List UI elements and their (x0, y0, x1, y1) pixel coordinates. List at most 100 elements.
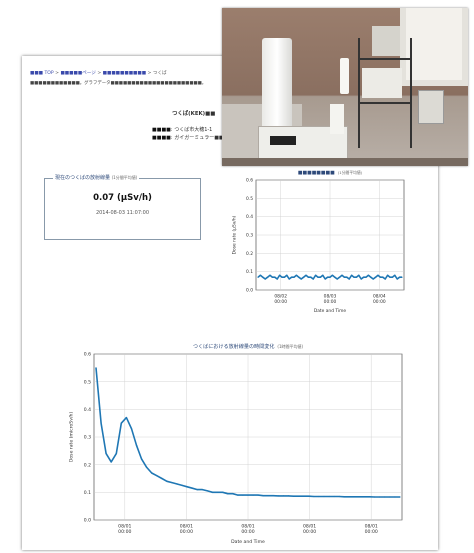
data-point (394, 274, 396, 276)
data-point (370, 276, 372, 278)
y-tick-label: 0.1 (84, 490, 91, 496)
y-tick-label: 0.6 (84, 352, 91, 358)
data-point (399, 496, 401, 498)
data-point (315, 274, 317, 276)
x-tick-label: 08/01 (241, 524, 254, 530)
chart-title: ■■■■■■■■ (1分間平均値) (298, 170, 363, 176)
data-point (336, 278, 338, 280)
device-info-label: ■■■■ (152, 135, 171, 141)
x-tick-label: 00:00 (365, 529, 378, 535)
y-tick-label: 0.5 (84, 379, 91, 385)
y-tick-label: 0.4 (246, 214, 253, 220)
data-point (171, 482, 173, 484)
y-tick-label: 0.0 (84, 518, 91, 524)
data-point (313, 495, 315, 498)
data-point (196, 489, 198, 491)
data-point (105, 453, 107, 455)
data-point (242, 494, 244, 496)
data-point (312, 278, 314, 280)
data-point (358, 496, 361, 498)
data-point (384, 496, 386, 498)
data-point (274, 276, 276, 278)
data-point (333, 495, 335, 498)
data-point (276, 278, 278, 280)
data-point (323, 495, 325, 498)
x-tick-label: 08/04 (373, 293, 386, 299)
data-point (281, 276, 283, 278)
data-point (291, 276, 293, 278)
y-tick-label: 0.2 (246, 251, 253, 257)
data-point (222, 491, 224, 493)
data-point (401, 276, 403, 278)
data-point (298, 495, 300, 497)
data-point (318, 495, 320, 498)
data-point (277, 495, 279, 497)
panel-title-text: 現在のつくばの放射線量 (55, 175, 111, 181)
data-point (322, 274, 324, 276)
data-point (176, 483, 178, 485)
data-point (293, 495, 295, 497)
data-point (360, 278, 362, 280)
data-point (348, 278, 350, 280)
data-point (166, 480, 168, 482)
data-point (286, 274, 288, 276)
station-title: つくば(KEK)■■ (172, 111, 216, 117)
device-info-row: ■■■■: ガイガーミュラー■■■■■■ (152, 135, 243, 141)
data-point (288, 278, 290, 280)
data-point (341, 274, 343, 276)
data-point (201, 489, 203, 491)
chart-title-note: (1時間平均値) (277, 343, 303, 349)
data-point (146, 466, 148, 468)
data-point (355, 276, 357, 278)
data-point (387, 274, 389, 276)
data-point (384, 278, 386, 280)
data-point (353, 276, 355, 278)
data-point (259, 274, 261, 276)
current-dose-timestamp: 2014-08-03 11:07:00 (95, 210, 150, 216)
data-point (272, 495, 274, 497)
data-point (327, 276, 329, 278)
data-point (365, 276, 367, 278)
data-point (298, 276, 300, 278)
data-point (262, 276, 264, 278)
data-point (135, 444, 138, 446)
y-tick-label: 0.5 (246, 196, 253, 202)
data-point (351, 274, 353, 276)
data-point (283, 276, 285, 278)
data-point (343, 496, 345, 498)
data-point (237, 494, 239, 496)
data-point (267, 495, 269, 497)
breadcrumb-link-top[interactable]: ■■■ TOP (30, 71, 54, 76)
x-tick-label: 08/01 (180, 524, 193, 530)
x-tick-label: 00:00 (303, 529, 316, 535)
breadcrumb-link-3[interactable]: ■■■■■■■■■■ (102, 71, 147, 76)
data-point (389, 276, 391, 278)
recent-dose-chart: ■■■■■■■■ (1分間平均値) 0.0 0.1 0.2 0.3 0.4 0.5 0.6 08/… (231, 170, 405, 314)
data-point (206, 490, 209, 492)
data-point (303, 495, 305, 497)
device-info-row: ■■■■: つくば市大穂1-1 (152, 127, 213, 133)
data-point (303, 276, 305, 278)
data-point (394, 496, 396, 498)
x-tick-label: 08/01 (118, 524, 131, 530)
data-point (247, 494, 249, 496)
y-axis-label: Dose rate (μSv/h) (231, 215, 237, 254)
x-tick-label: 00:00 (180, 529, 193, 535)
data-point (310, 276, 312, 278)
breadcrumb-link-2[interactable]: ■■■■■ページ (60, 71, 96, 76)
data-point (120, 422, 122, 424)
data-point (317, 276, 319, 278)
data-point (130, 428, 133, 430)
data-point (267, 276, 269, 278)
data-point (353, 496, 355, 498)
x-tick-label: 08/02 (274, 293, 287, 299)
data-point (156, 475, 158, 477)
data-point (257, 494, 259, 496)
data-point (100, 422, 102, 424)
chart-title-note: (1分間平均値) (338, 170, 363, 175)
data-point (399, 276, 401, 278)
data-point (391, 276, 393, 278)
data-point (308, 495, 310, 497)
data-point (186, 486, 188, 488)
history-dose-chart: つくばにおける放射線量の時間変化 (1時間平均値) 0.0 0.1 0.2 0.3 0.4 0… (69, 343, 403, 545)
